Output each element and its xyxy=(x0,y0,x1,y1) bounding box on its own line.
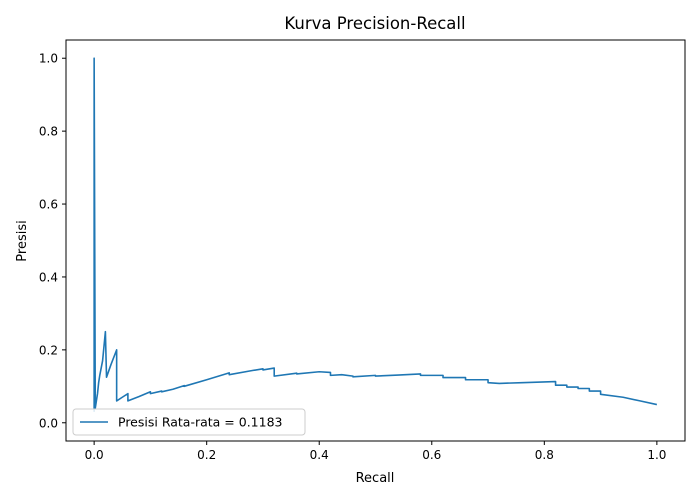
series-line-0 xyxy=(93,57,658,412)
x-tick-label: 0.4 xyxy=(310,448,329,462)
x-tick-label: 0.6 xyxy=(422,448,441,462)
plot-area: 0.0 0.2 0.4 0.6 0.8 1.0 0.0 0.2 0.4 0.6 0.8 1.0 xyxy=(39,39,686,462)
x-tick-label: 0.2 xyxy=(197,448,216,462)
legend: Presisi Rata-rata = 0.1183 xyxy=(72,408,306,436)
y-tick-label: 1.0 xyxy=(39,52,58,66)
x-tick-label: 0.8 xyxy=(535,448,554,462)
x-axis-label: Recall xyxy=(356,471,395,486)
chart-title: Kurva Precision-Recall xyxy=(284,14,465,33)
x-tick-label: 1.0 xyxy=(647,448,666,462)
y-tick-label: 0.8 xyxy=(39,125,58,139)
legend-label: Presisi Rata-rata = 0.1183 xyxy=(118,415,282,430)
y-tick-label: 0.0 xyxy=(39,416,58,430)
legend-box xyxy=(72,408,306,436)
y-tick-label: 0.6 xyxy=(39,198,58,212)
y-axis-label: Presisi xyxy=(15,220,30,261)
axes-frame xyxy=(65,39,686,442)
x-tick-label: 0.0 xyxy=(85,448,104,462)
y-tick-label: 0.4 xyxy=(39,270,58,284)
y-tick-label: 0.2 xyxy=(39,343,58,357)
